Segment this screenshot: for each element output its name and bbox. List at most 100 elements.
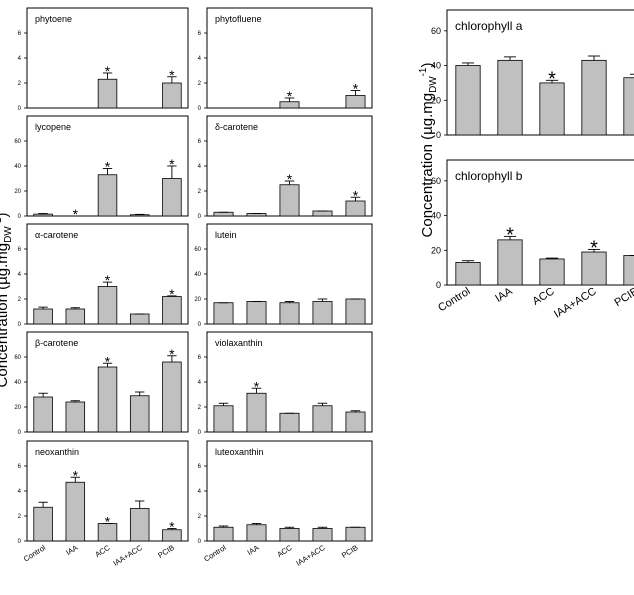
x-tick-label: IAA+ACC (294, 543, 327, 568)
y-label-sup: -1 (418, 67, 429, 76)
panel-title: neoxanthin (35, 447, 79, 457)
y-tick-label: 4 (198, 164, 202, 170)
y-tick-label: 2 (198, 189, 202, 195)
x-tick-label: ACC (93, 543, 112, 559)
significance-mark: * (73, 206, 79, 222)
y-tick-label: 6 (198, 464, 202, 470)
y-label-close: ) (0, 213, 11, 218)
y-tick-label: 0 (18, 539, 22, 545)
y-tick-label: 6 (18, 464, 22, 470)
y-label-sub: DW (3, 226, 14, 243)
x-tick-label: Control (22, 543, 48, 564)
y-tick-label: 20 (14, 189, 21, 195)
bar (65, 481, 86, 542)
y-tick-label: 2 (18, 514, 22, 520)
bar (129, 214, 150, 217)
x-tick-label: IAA (64, 543, 79, 557)
bar (213, 405, 234, 433)
x-tick-label: ACC (531, 285, 557, 308)
x-tick-label: IAA (246, 543, 261, 557)
x-tick-label: IAA+ACC (552, 285, 599, 320)
y-tick-label: 2 (198, 514, 202, 520)
significance-mark: * (105, 514, 111, 530)
bar (539, 258, 565, 286)
bar (33, 506, 53, 542)
y-tick-label: 60 (431, 26, 441, 36)
y-tick-label: 2 (198, 405, 202, 411)
bar (455, 65, 481, 136)
bar (345, 411, 366, 433)
panel-title: chlorophyll a (455, 19, 523, 33)
panel: β-carotene 0 20 40 60 * * (14, 331, 189, 436)
x-tick-label: PCIB (612, 285, 634, 309)
bar (65, 401, 86, 433)
significance-mark: * (105, 272, 111, 288)
y-tick-label: 2 (198, 81, 202, 87)
significance-mark: * (105, 159, 111, 175)
y-tick-label: 6 (18, 31, 22, 37)
significance-mark: * (169, 156, 175, 172)
y-tick-label: 0 (198, 106, 202, 112)
y-tick-label: 4 (18, 56, 22, 62)
bar (162, 361, 182, 433)
x-tick-label: IAA+ACC (112, 543, 145, 568)
y-tick-label: 0 (198, 322, 202, 328)
bar (33, 213, 53, 217)
bar (623, 255, 634, 286)
y-tick-label: 2 (18, 81, 22, 87)
y-tick-label: 6 (198, 355, 202, 361)
panel-title: phytofluene (215, 14, 262, 24)
bar (213, 526, 234, 542)
panel: lutein 0 20 40 60 (194, 223, 373, 328)
bar (312, 301, 333, 325)
bar (213, 211, 234, 217)
significance-mark: * (287, 171, 293, 187)
y-tick-label: 4 (18, 272, 22, 278)
bar (345, 526, 366, 542)
bar (279, 412, 300, 433)
y-tick-label: 0 (18, 106, 22, 112)
bar (97, 78, 118, 109)
bar (345, 200, 366, 217)
y-tick-label: 60 (14, 139, 21, 145)
panel-title: phytoene (35, 14, 72, 24)
bar (312, 528, 333, 542)
significance-mark: * (169, 519, 175, 535)
y-tick-label: 0 (198, 539, 202, 545)
bar (213, 302, 234, 325)
significance-mark: * (73, 467, 79, 483)
y-tick-label: 40 (431, 211, 441, 221)
significance-mark: * (287, 88, 293, 104)
panel-title: violaxanthin (215, 338, 263, 348)
panel: phytofluene 0 2 4 6 * * (198, 7, 373, 112)
y-tick-label: 0 (198, 430, 202, 436)
significance-mark: * (353, 81, 359, 97)
y-tick-label: 4 (198, 489, 202, 495)
x-tick-label: Control (202, 543, 228, 564)
y-tick-label: 0 (18, 322, 22, 328)
bar (455, 262, 481, 286)
bar (246, 524, 267, 542)
panel-title: α-carotene (35, 230, 78, 240)
bar (162, 82, 182, 109)
y-tick-label: 4 (198, 380, 202, 386)
panel: luteoxanthin 0 2 4 6 Control IAA ACC IAA+ACC PCIB (198, 440, 373, 568)
bar (162, 178, 182, 217)
significance-mark: * (548, 68, 556, 90)
bar (279, 184, 300, 217)
significance-mark: * (506, 224, 514, 246)
panel: α-carotene 0 2 4 6 * * (18, 223, 189, 328)
significance-mark: * (169, 286, 175, 302)
bar (581, 59, 607, 136)
bar (129, 313, 150, 325)
bar (581, 251, 607, 286)
bar (65, 308, 86, 325)
panel: phytoene 0 2 4 6 * * (18, 7, 189, 112)
significance-mark: * (353, 187, 359, 203)
panel-title: luteoxanthin (215, 447, 264, 457)
bar (345, 298, 366, 325)
y-tick-label: 4 (18, 489, 22, 495)
x-tick-label: IAA (493, 285, 515, 305)
y-tick-label: 0 (18, 214, 22, 220)
